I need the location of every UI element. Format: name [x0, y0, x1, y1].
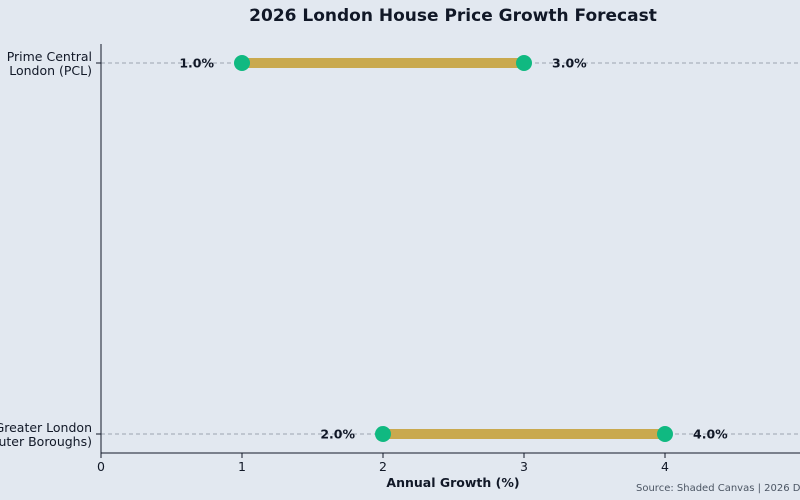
low-value-label: 1.0% [179, 56, 214, 71]
high-value-label: 4.0% [693, 427, 728, 442]
chart-title: 2026 London House Price Growth Forecast [249, 6, 657, 26]
low-value-label: 2.0% [320, 427, 355, 442]
low-point [375, 426, 391, 442]
high-point [657, 426, 673, 442]
low-point [234, 55, 250, 71]
category-label-line: Greater London [0, 420, 92, 435]
x-tick-label: 1 [238, 459, 246, 474]
high-value-label: 3.0% [552, 56, 587, 71]
x-tick-label: 0 [97, 459, 105, 474]
marks-layer: 1.0% 3.0% 2.0% 4.0% [179, 55, 728, 442]
x-tick-label: 3 [520, 459, 528, 474]
x-tick-label: 4 [661, 459, 669, 474]
x-ticks: 0 1 2 3 4 [96, 62, 669, 474]
grid-layer [101, 62, 800, 435]
category-label-line: London (PCL) [9, 63, 92, 78]
category-label-line: Prime Central [7, 49, 92, 64]
category-label-line: (Outer Boroughs) [0, 434, 92, 449]
category-label: Prime Central London (PCL) [7, 49, 92, 78]
source-note: Source: Shaded Canvas | 2026 Data [636, 483, 800, 494]
x-tick-label: 2 [379, 459, 387, 474]
high-point [516, 55, 532, 71]
x-axis-title: Annual Growth (%) [386, 475, 519, 490]
category-label: Greater London(Outer Boroughs) [0, 420, 92, 449]
